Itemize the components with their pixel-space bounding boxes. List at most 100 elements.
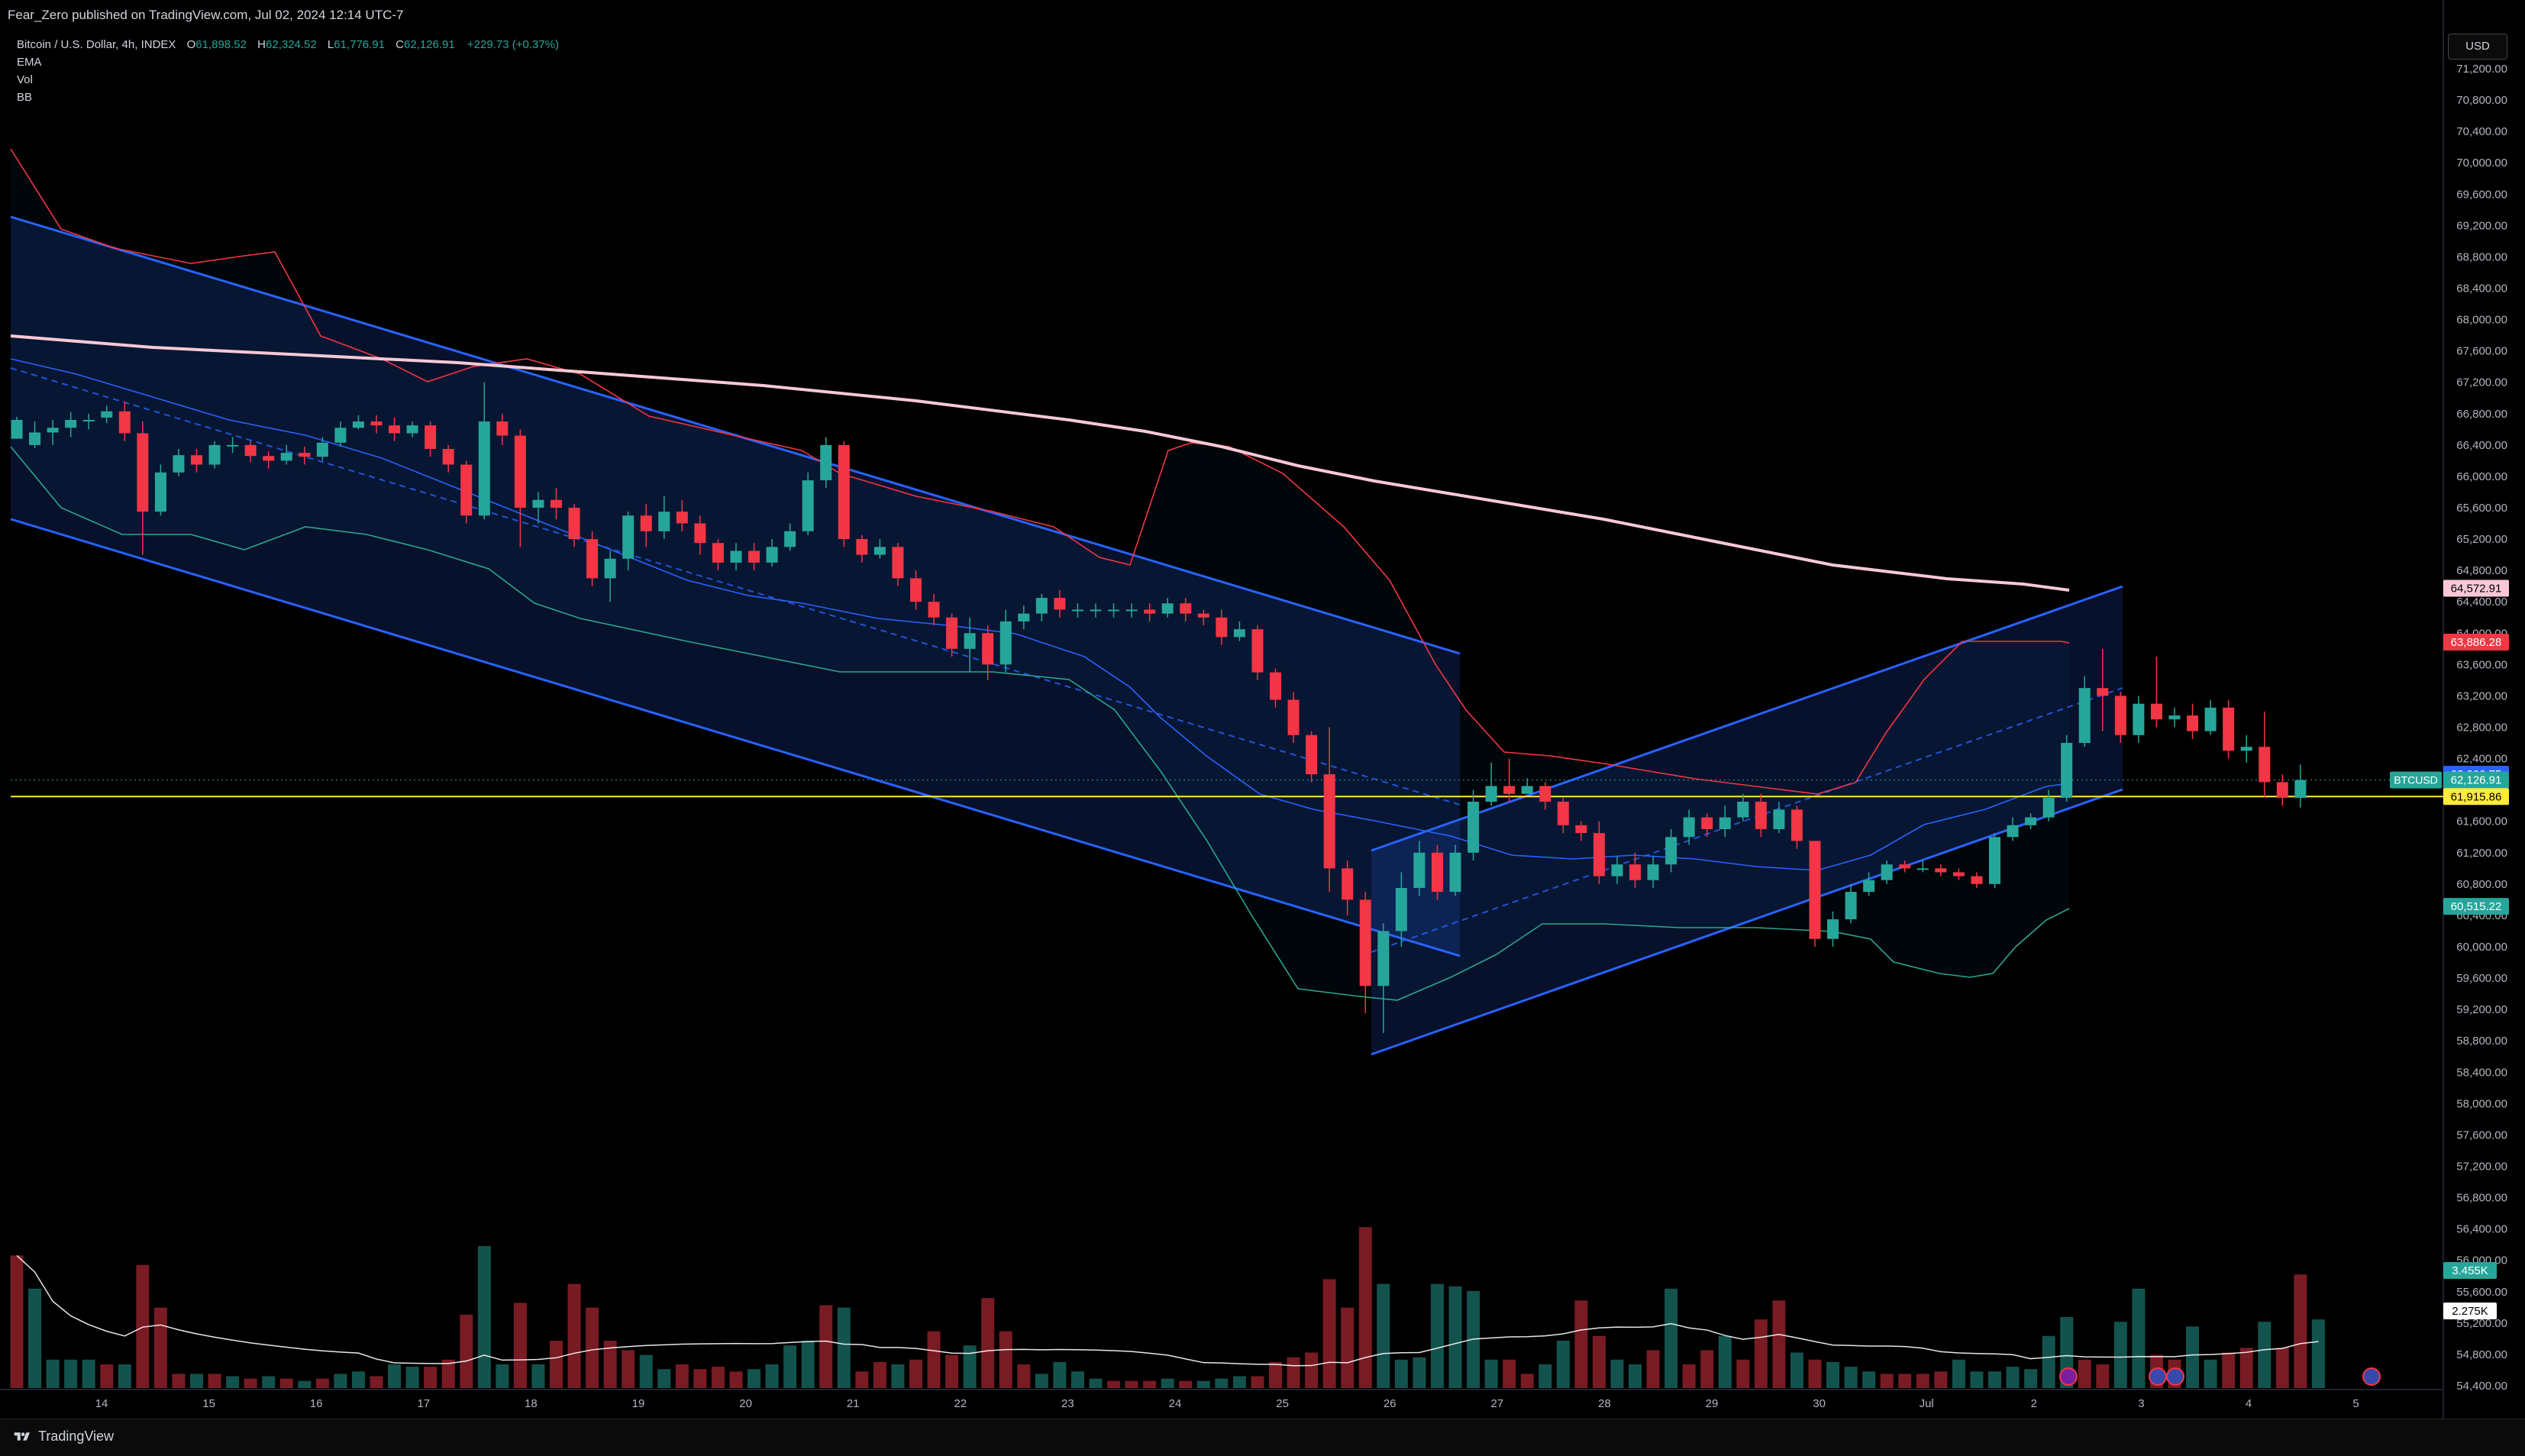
price-tick-label: 61,200.00 <box>2456 847 2507 860</box>
volume-bar <box>424 1367 438 1388</box>
bb-basis-line <box>10 358 2070 871</box>
price-chart[interactable]: 71,200.00 70,800.00 70,400.00 70,000.00 69,6… <box>0 0 2525 1419</box>
candle-body <box>191 455 202 465</box>
volume-bar <box>1790 1352 1803 1388</box>
volume-bar <box>1305 1352 1319 1388</box>
price-tick-label: 62,800.00 <box>2456 722 2507 734</box>
candle-body <box>1916 868 1929 870</box>
candle-body <box>514 435 526 508</box>
candle-body <box>1611 864 1623 877</box>
candle-body <box>2276 782 2288 798</box>
volume-bar <box>1844 1367 1858 1388</box>
price-tick-label: 69,200.00 <box>2456 219 2507 232</box>
chart-legend: Bitcoin / U.S. Dollar, 4h, INDEX O61,898… <box>17 36 559 106</box>
volume-bar <box>208 1374 221 1388</box>
candle-body <box>658 512 670 531</box>
candle-body <box>1971 876 1983 884</box>
price-tick-label: 65,200.00 <box>2456 533 2507 546</box>
volume-bar <box>1808 1359 1822 1388</box>
volume-bar <box>1341 1307 1355 1388</box>
volume-bar <box>1880 1374 1894 1388</box>
volume-bar <box>999 1331 1012 1388</box>
price-label-text: 60,515.22 <box>2451 900 2502 913</box>
candle-body <box>1629 864 1641 880</box>
us-flag-event-icon[interactable] <box>2166 1367 2184 1386</box>
candle-body <box>1899 864 1911 869</box>
falling-channel-fill <box>11 217 1460 956</box>
volume-bar <box>2258 1322 2272 1388</box>
volume-bar <box>172 1374 186 1388</box>
volume-bar <box>855 1371 869 1388</box>
volume-bar <box>136 1264 150 1388</box>
volume-bar <box>64 1359 78 1388</box>
volume-bar <box>693 1369 707 1388</box>
candle-body <box>1539 786 1551 802</box>
price-label-box <box>2443 579 2509 597</box>
candle-body <box>82 420 95 421</box>
candle-body <box>1790 809 1803 841</box>
volume-bar <box>153 1307 167 1388</box>
volume-bar <box>2078 1359 2091 1388</box>
time-tick-label: 14 <box>95 1397 108 1410</box>
candle-body <box>299 453 311 457</box>
candle-body <box>1180 603 1192 614</box>
candle-body <box>1431 852 1443 893</box>
candle-body <box>47 428 59 433</box>
volume-bar <box>622 1350 635 1388</box>
indicator-bb[interactable]: BB <box>17 91 33 104</box>
price-tick-label: 60,800.00 <box>2456 878 2507 891</box>
price-tick-label: 67,600.00 <box>2456 345 2507 358</box>
volume-bar <box>639 1354 653 1388</box>
candle-body <box>568 508 580 540</box>
time-tick-label: 23 <box>1061 1397 1074 1410</box>
candle-body <box>1503 786 1516 794</box>
candle-body <box>1054 598 1066 610</box>
volume-bar <box>1251 1376 1264 1388</box>
volume-bar <box>1484 1359 1498 1388</box>
price-tick-label: 57,200.00 <box>2456 1161 2507 1174</box>
falling-channel-lower <box>10 518 1461 957</box>
volume-bar <box>1089 1378 1103 1388</box>
open-value: 61,898.52 <box>195 38 247 51</box>
price-tick-label: 58,400.00 <box>2456 1066 2507 1079</box>
candle-body <box>1845 892 1857 920</box>
indicator-ema[interactable]: EMA <box>17 56 42 69</box>
us-flag-event-icon[interactable] <box>2149 1367 2167 1386</box>
volume-bar <box>262 1376 276 1388</box>
indicator-vol[interactable]: Vol <box>17 73 33 86</box>
price-tick-label: 70,800.00 <box>2456 94 2507 107</box>
volume-bar <box>334 1374 347 1388</box>
volume-label-box <box>2443 1262 2497 1279</box>
candle-body <box>370 421 383 426</box>
tradingview-brand[interactable]: TradingView <box>12 1429 114 1445</box>
lightning-event-icon[interactable] <box>2059 1367 2078 1386</box>
us-flag-event-icon[interactable] <box>2362 1367 2381 1386</box>
candle-body <box>2025 817 2037 825</box>
volume-bar <box>1646 1350 1660 1388</box>
price-tick-label: 58,000.00 <box>2456 1097 2507 1110</box>
candle-body <box>389 425 401 434</box>
volume-bar <box>783 1345 797 1388</box>
ohlc-legend-row: Bitcoin / U.S. Dollar, 4h, INDEX O61,898… <box>17 36 559 53</box>
candle-body <box>29 432 41 445</box>
time-tick-label: 4 <box>2246 1397 2252 1410</box>
volume-bar <box>370 1376 383 1388</box>
volume-bar <box>460 1314 473 1388</box>
rising-channel-lower <box>1371 788 2123 1056</box>
candle-body <box>748 550 760 563</box>
candle-body <box>442 448 454 465</box>
symbol-description[interactable]: Bitcoin / U.S. Dollar, 4h, INDEX <box>17 38 176 51</box>
time-tick-label: 26 <box>1384 1397 1396 1410</box>
volume-bar <box>1430 1283 1444 1388</box>
time-tick-label: 28 <box>1598 1397 1611 1410</box>
candle-body <box>1449 852 1461 893</box>
currency-button[interactable]: USD <box>2448 34 2507 60</box>
candle-body <box>2294 780 2307 799</box>
volume-bar <box>729 1371 743 1388</box>
candle-body <box>1863 880 1875 893</box>
price-tick-label: 66,800.00 <box>2456 408 2507 421</box>
volume-bar <box>477 1246 491 1388</box>
volume-bar <box>2186 1326 2200 1388</box>
candle-body <box>2007 825 2019 838</box>
candle-body <box>856 539 868 555</box>
